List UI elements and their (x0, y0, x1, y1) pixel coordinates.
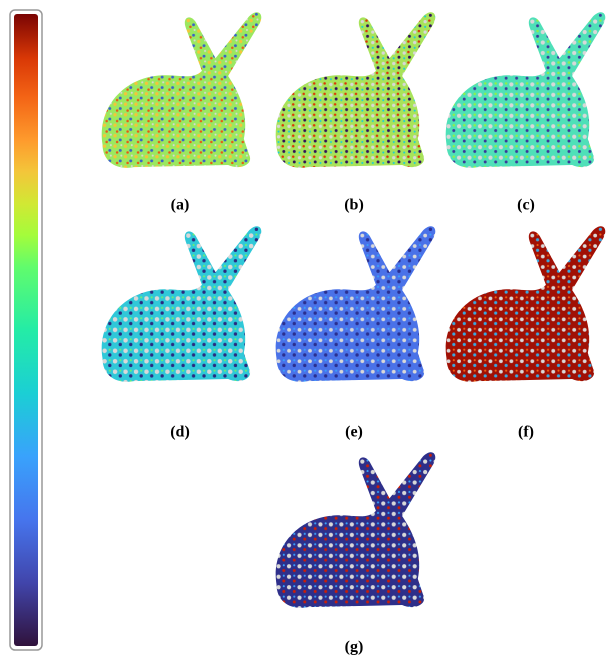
panel-label: (c) (517, 197, 535, 214)
panel-label: (a) (171, 197, 190, 214)
panel-label: (g) (345, 639, 364, 656)
bunny-render (445, 226, 606, 382)
panel-label: (f) (518, 424, 534, 441)
bunny-render (275, 12, 436, 168)
panel-label: (e) (345, 424, 363, 441)
panel-label: (d) (170, 424, 190, 441)
bunny-render (101, 226, 262, 382)
bunny-render (445, 12, 606, 168)
colorbar (14, 14, 38, 646)
bunny-render (275, 452, 436, 608)
bunny-render (275, 226, 436, 382)
panel-label: (b) (344, 197, 364, 214)
bunny-render (101, 12, 262, 168)
